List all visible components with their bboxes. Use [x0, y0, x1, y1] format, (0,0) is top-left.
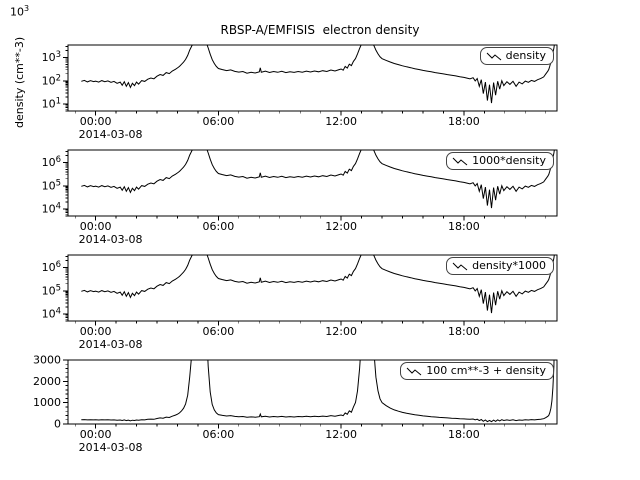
legend-density-times-1000: density*1000: [446, 257, 554, 275]
y-tick-label: 106: [42, 155, 61, 169]
plot-frame: [67, 359, 558, 425]
y-tick-label: 3000: [33, 354, 61, 367]
stray-label-exp: 3: [24, 4, 30, 13]
legend-100-plus-density: 100 cm**-3 + density: [400, 362, 554, 380]
density-line: [81, 45, 555, 104]
y-tick-label: 105: [42, 283, 61, 297]
plot-frame: [67, 149, 558, 217]
y-tick-exponent: 5: [56, 178, 61, 188]
panel-1: 101 102 103 00:00 06:00 12:00 18:00 2014-03-08: [42, 44, 558, 141]
x-tick-label: 06:00: [203, 220, 235, 233]
y-tick-exponent: 2: [56, 73, 61, 83]
panel-4: 0 1000 2000 3000 00:00 06:00 12:00 18:00 2014-03…: [33, 354, 558, 454]
legend-1000-times-density: 1000*density: [446, 152, 554, 170]
y-tick-label: 101: [42, 97, 61, 111]
y-tick-exponent: 4: [56, 307, 61, 317]
plot-frame: [67, 254, 558, 322]
y-tick-label: 104: [42, 202, 61, 216]
y-tick-label: 2000: [33, 375, 61, 388]
legend-label: density: [505, 49, 546, 62]
y-tick-label: 104: [42, 307, 61, 321]
x-tick-label: 06:00: [203, 115, 235, 128]
100-plus-density-line: [81, 360, 555, 423]
panel-2: 104 105 106 00:00 06:00 12:00 18:00 2014-03-08: [42, 149, 558, 246]
x-tick-label: 18:00: [448, 325, 480, 338]
legend-label: density*1000: [472, 259, 546, 272]
stray-label-base: 10: [10, 5, 24, 19]
y-tick-label: 102: [42, 73, 61, 87]
y-tick-label: 106: [42, 260, 61, 274]
line-sample-icon: [486, 52, 501, 61]
legend-label: 100 cm**-3 + density: [426, 364, 546, 377]
y-tick-exponent: 3: [56, 50, 61, 60]
x-axis-date-label: 2014-03-08: [79, 338, 143, 351]
legend-label: 1000*density: [472, 154, 546, 167]
y-tick-label: 105: [42, 178, 61, 192]
stray-y-tick-label: 103: [10, 4, 29, 19]
density-times-1000-line: [81, 255, 555, 314]
y-tick-exponent: 4: [56, 202, 61, 212]
panel-3: 104 105 106 00:00 06:00 12:00 18:00 2014-03-08: [42, 254, 558, 351]
line-sample-icon: [452, 262, 468, 271]
y-tick-exponent: 1: [56, 97, 61, 107]
x-tick-label: 12:00: [325, 325, 357, 338]
1000-times-density-line: [81, 150, 555, 209]
x-axis-date-label: 2014-03-08: [79, 233, 143, 246]
x-tick-label: 18:00: [448, 428, 480, 441]
y-tick-label: 0: [54, 418, 61, 431]
x-tick-label: 12:00: [325, 115, 357, 128]
y-tick-label: 1000: [33, 396, 61, 409]
x-tick-label: 06:00: [203, 325, 235, 338]
plot-frame: [67, 44, 558, 112]
line-sample-icon: [452, 157, 468, 166]
x-axis-date-label: 2014-03-08: [79, 128, 143, 141]
x-tick-label: 12:00: [325, 428, 357, 441]
x-tick-label: 00:00: [80, 115, 112, 128]
y-tick-exponent: 6: [56, 260, 61, 270]
x-tick-label: 18:00: [448, 220, 480, 233]
x-axis-date-label: 2014-03-08: [79, 441, 143, 454]
legend-density: density: [479, 47, 554, 65]
x-tick-label: 06:00: [203, 428, 235, 441]
y-tick-exponent: 6: [56, 155, 61, 165]
x-tick-label: 18:00: [448, 115, 480, 128]
x-tick-label: 00:00: [80, 325, 112, 338]
x-tick-label: 00:00: [80, 428, 112, 441]
y-tick-exponent: 5: [56, 283, 61, 293]
x-tick-label: 12:00: [325, 220, 357, 233]
y-tick-label: 103: [42, 50, 61, 64]
chart-title: RBSP-A/EMFISIS electron density: [220, 23, 420, 37]
line-sample-icon: [406, 367, 422, 376]
x-tick-label: 00:00: [80, 220, 112, 233]
